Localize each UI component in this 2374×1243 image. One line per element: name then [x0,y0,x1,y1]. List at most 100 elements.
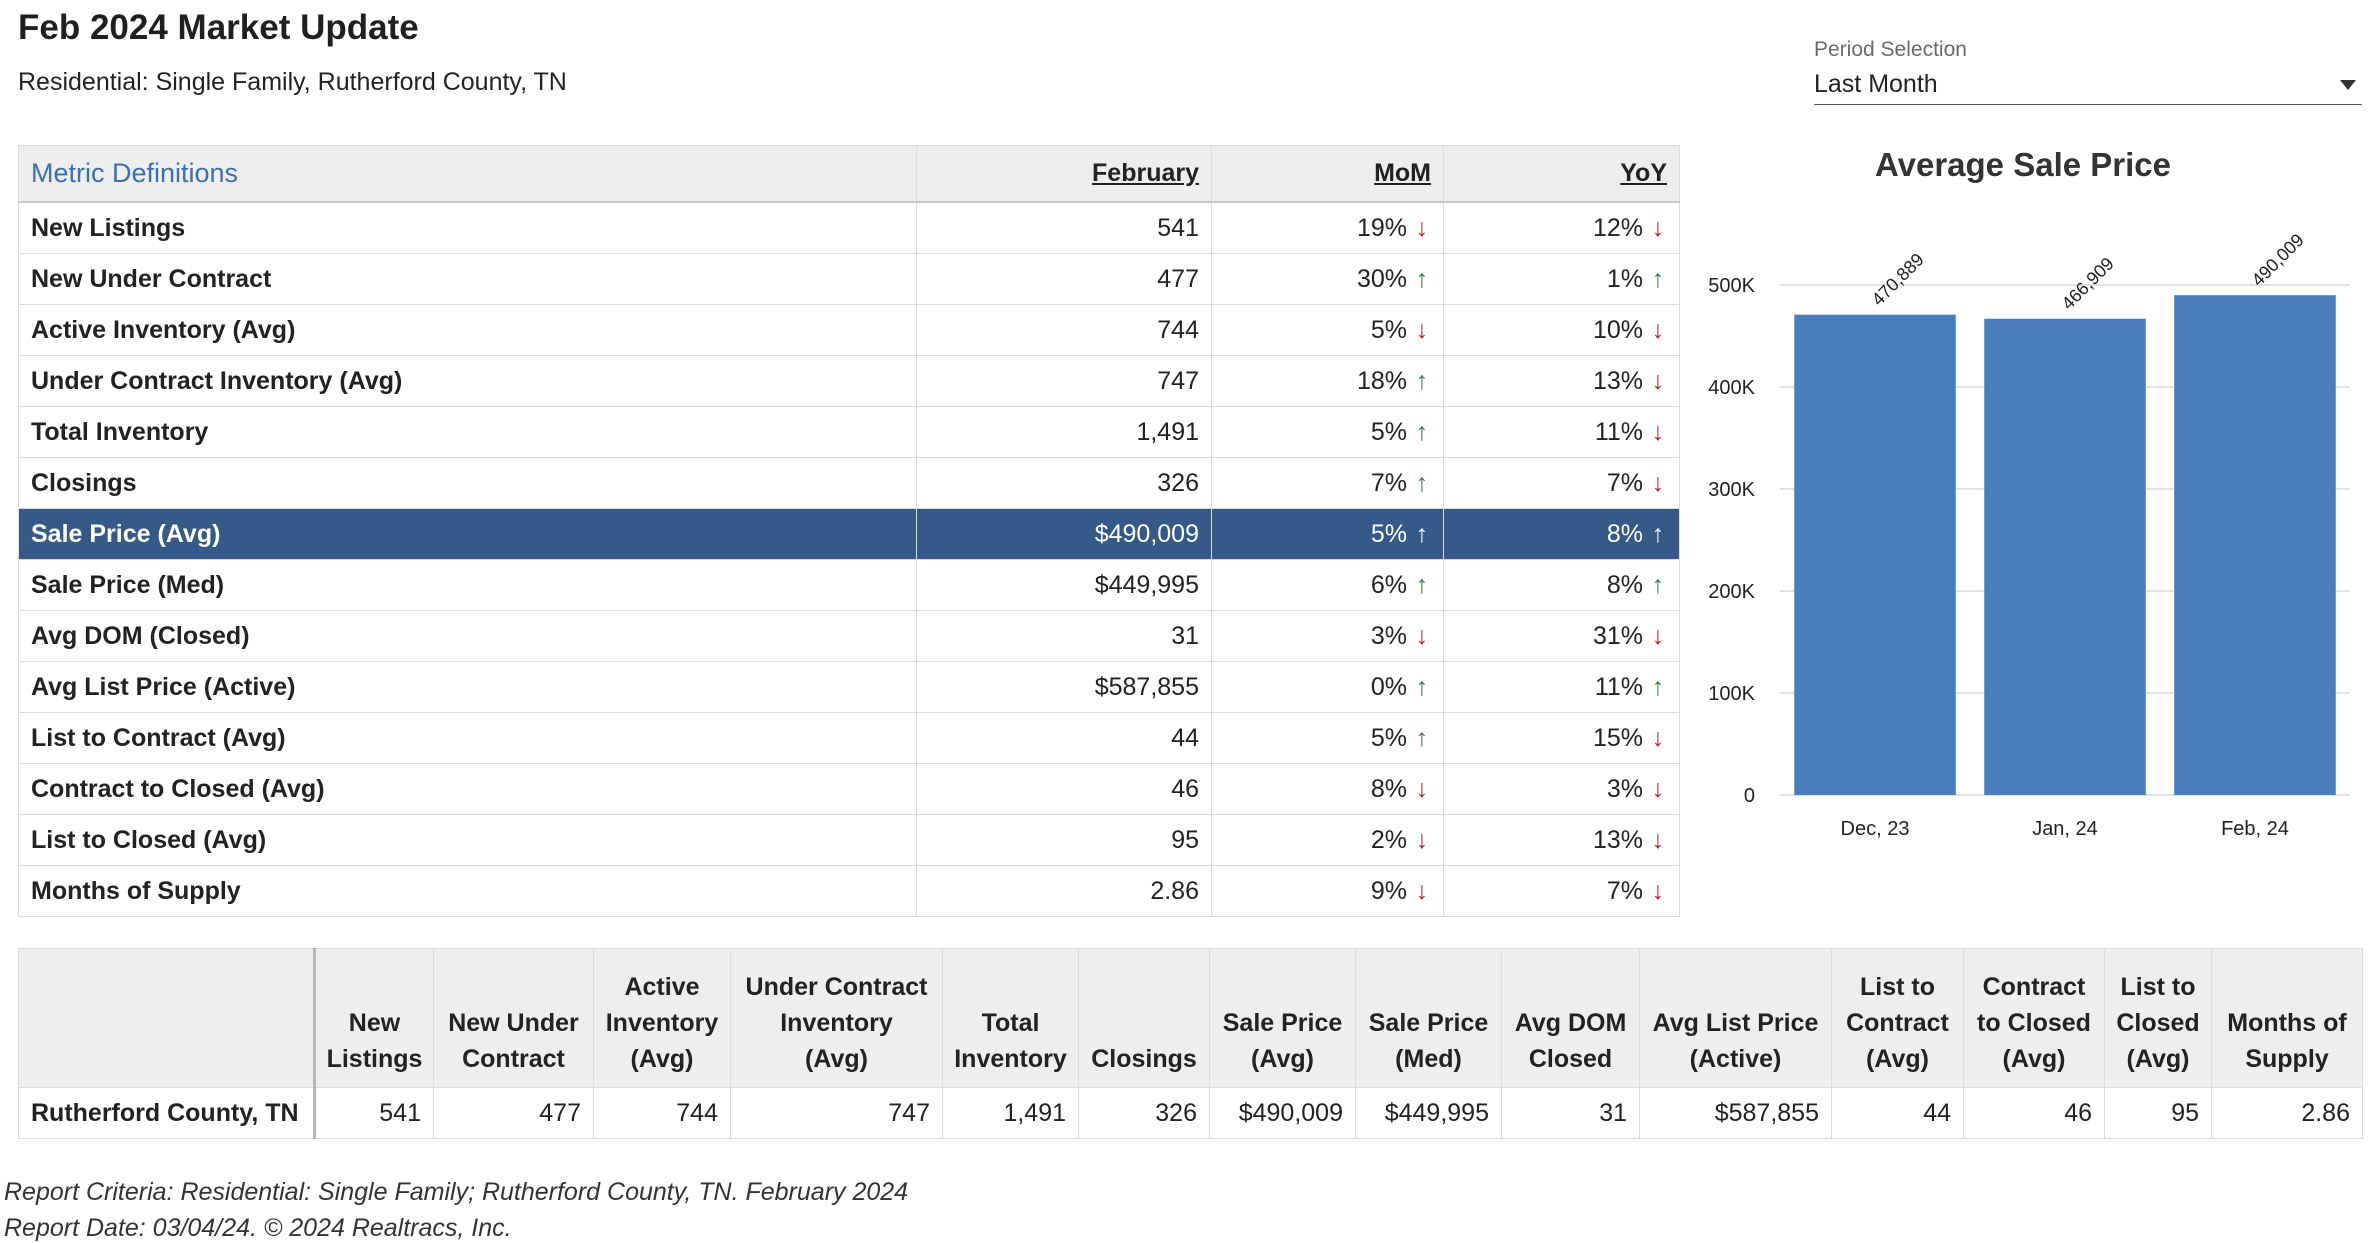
summary-column-header: Closings [1078,948,1210,1088]
metrics-table: Metric Definitions February MoM YoY New … [18,145,1680,917]
metric-mom-value: 5% [1370,723,1407,752]
bar[interactable] [1984,318,2146,795]
metric-row[interactable]: Avg DOM (Closed) 31 3% ↓ 31% ↓ [18,610,1680,662]
metric-mom: 30% ↑ [1211,253,1444,305]
summary-cell: $490,009 [1209,1087,1356,1139]
metric-yoy: 7% ↓ [1443,865,1680,917]
metrics-header-row: Metric Definitions February MoM YoY [18,145,1680,203]
metric-mom-value: 5% [1370,519,1407,548]
summary-table: New Listings New Under Contract Active Invent… [18,948,2363,1139]
metric-yoy-value: 13% [1592,366,1643,395]
summary-cell: 326 [1078,1087,1210,1139]
arrow-down-icon: ↓ [1415,315,1429,344]
y-tick-label: 200K [1708,581,1755,603]
bar[interactable] [1794,314,1956,795]
metric-row[interactable]: New Listings 541 19% ↓ 12% ↓ [18,201,1680,254]
metric-yoy-value: 13% [1592,825,1643,854]
metric-row[interactable]: Sale Price (Med) $449,995 6% ↑ 8% ↑ [18,559,1680,611]
bar-value-label: 470,889 [1868,249,1928,309]
y-tick-label: 300K [1708,479,1755,501]
metric-mom: 5% ↑ [1211,508,1444,560]
metric-mom-value: 6% [1370,570,1407,599]
metric-row[interactable]: Avg List Price (Active) $587,855 0% ↑ 11% ↑ [18,661,1680,713]
summary-column-header: Total Inventory [942,948,1079,1088]
metric-row[interactable]: Total Inventory 1,491 5% ↑ 11% ↓ [18,406,1680,458]
metric-mom: 6% ↑ [1211,559,1444,611]
metric-name: Months of Supply [18,865,917,917]
metric-mom: 18% ↑ [1211,355,1444,407]
caret-down-icon[interactable] [2340,80,2356,90]
metric-row[interactable]: Months of Supply 2.86 9% ↓ 7% ↓ [18,865,1680,917]
metric-yoy: 3% ↓ [1443,763,1680,815]
y-tick-label: 100K [1708,683,1755,705]
period-selection-value: Last Month [1814,70,1938,98]
metric-mom-value: 5% [1370,315,1407,344]
metric-value: 477 [916,253,1212,305]
metric-mom: 3% ↓ [1211,610,1444,662]
summary-cell: 477 [433,1087,594,1139]
metric-yoy-value: 8% [1606,570,1643,599]
bar[interactable] [2174,295,2336,795]
summary-cell: 541 [314,1087,434,1139]
metric-mom-value: 8% [1370,774,1407,803]
x-tick-label: Dec, 23 [1841,818,1910,840]
arrow-down-icon: ↓ [1651,723,1665,752]
metric-definitions-link[interactable]: Metric Definitions [18,145,917,203]
x-tick-label: Feb, 24 [2221,818,2289,840]
metric-mom-value: 0% [1370,672,1407,701]
arrow-down-icon: ↓ [1415,825,1429,854]
y-tick-label: 400K [1708,377,1755,399]
metric-mom: 5% ↑ [1211,712,1444,764]
period-selection-dropdown[interactable]: Period Selection Last Month [1814,38,2362,105]
metric-value: 747 [916,355,1212,407]
metric-row[interactable]: List to Closed (Avg) 95 2% ↓ 13% ↓ [18,814,1680,866]
sort-mom-header[interactable]: MoM [1211,145,1444,203]
y-tick-label: 500K [1708,275,1755,297]
metric-mom-value: 3% [1370,621,1407,650]
report-date: Report Date: 03/04/24. © 2024 Realtracs,… [4,1214,512,1242]
metric-yoy-value: 15% [1592,723,1643,752]
metric-name: New Under Contract [18,253,917,305]
arrow-down-icon: ↓ [1651,774,1665,803]
arrow-up-icon: ↑ [1415,468,1429,497]
arrow-up-icon: ↑ [1415,264,1429,293]
metric-yoy-value: 11% [1594,417,1643,446]
metric-mom: 9% ↓ [1211,865,1444,917]
page-title: Feb 2024 Market Update [18,8,419,47]
arrow-down-icon: ↓ [1651,213,1665,242]
arrow-up-icon: ↑ [1415,366,1429,395]
metric-name: Total Inventory [18,406,917,458]
metric-row[interactable]: Contract to Closed (Avg) 46 8% ↓ 3% ↓ [18,763,1680,815]
metric-row[interactable]: Sale Price (Avg) $490,009 5% ↑ 8% ↑ [18,508,1680,560]
metric-row[interactable]: List to Contract (Avg) 44 5% ↑ 15% ↓ [18,712,1680,764]
metric-yoy-value: 7% [1606,468,1643,497]
summary-column-header: Avg DOM Closed [1501,948,1640,1088]
metric-name: Contract to Closed (Avg) [18,763,917,815]
summary-column-header: Sale Price (Med) [1355,948,1502,1088]
metric-value: 46 [916,763,1212,815]
bar-value-label: 466,909 [2058,253,2118,313]
metric-yoy-value: 31% [1592,621,1643,650]
metric-mom-value: 18% [1356,366,1407,395]
summary-column-header: List to Contract (Avg) [1831,948,1964,1088]
sort-february-header[interactable]: February [916,145,1212,203]
sort-yoy-header[interactable]: YoY [1443,145,1680,203]
chart-title: Average Sale Price [1875,146,2171,183]
metric-mom: 0% ↑ [1211,661,1444,713]
metric-row[interactable]: Active Inventory (Avg) 744 5% ↓ 10% ↓ [18,304,1680,356]
metric-name: Sale Price (Med) [18,559,917,611]
metric-yoy-value: 1% [1606,264,1643,293]
metric-yoy-value: 7% [1606,876,1643,905]
arrow-up-icon: ↑ [1415,519,1429,548]
arrow-down-icon: ↓ [1415,876,1429,905]
summary-column-header: Avg List Price (Active) [1639,948,1832,1088]
metric-value: 31 [916,610,1212,662]
page-subtitle: Residential: Single Family, Rutherford C… [18,68,567,96]
metric-yoy: 8% ↑ [1443,508,1680,560]
summary-column-header: Sale Price (Avg) [1209,948,1356,1088]
metric-row[interactable]: New Under Contract 477 30% ↑ 1% ↑ [18,253,1680,305]
metric-row[interactable]: Under Contract Inventory (Avg) 747 18% ↑ 13%… [18,355,1680,407]
metric-mom-value: 30% [1356,264,1407,293]
summary-column-header: Months of Supply [2211,948,2363,1088]
metric-row[interactable]: Closings 326 7% ↑ 7% ↓ [18,457,1680,509]
